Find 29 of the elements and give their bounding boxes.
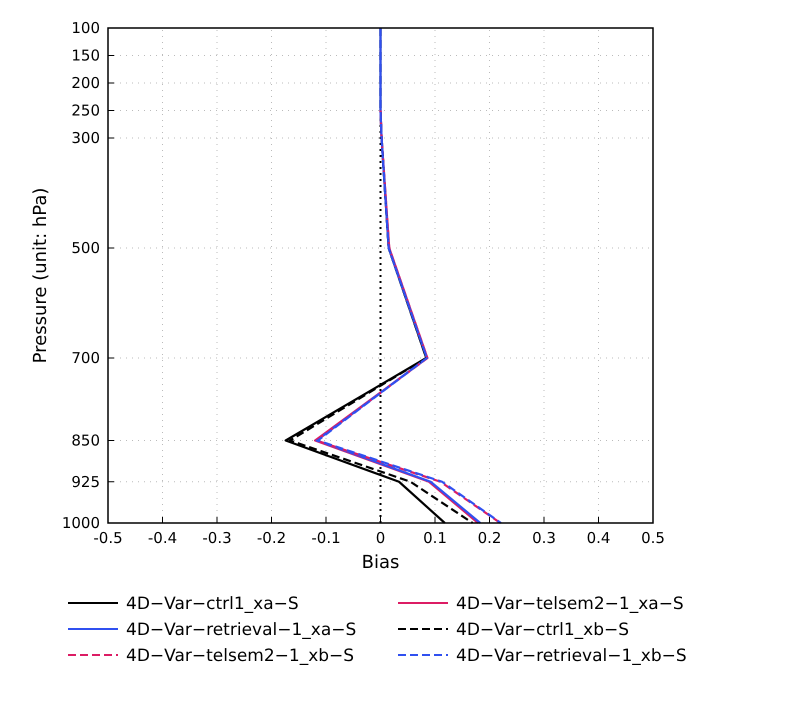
legend-label: 4D−Var−retrieval−1_xa−S: [126, 620, 356, 640]
x-tick-label: 0.5: [641, 529, 665, 547]
y-tick-label: 850: [71, 432, 100, 450]
y-tick-label: 925: [71, 472, 100, 491]
x-tick-label: -0.2: [256, 529, 286, 547]
y-tick-label: 250: [71, 102, 100, 120]
x-tick-label: 0: [376, 529, 386, 547]
y-tick-label: 200: [71, 74, 100, 92]
x-tick-label: -0.4: [148, 529, 178, 547]
y-axis-title: Pressure (unit: hPa): [30, 188, 51, 364]
x-tick-label: -0.3: [202, 529, 232, 547]
legend-label: 4D−Var−telsem2−1_xb−S: [126, 646, 354, 666]
legend-label: 4D−Var−ctrl1_xa−S: [126, 594, 299, 614]
x-tick-label: 0.3: [532, 529, 556, 547]
x-tick-label: -0.1: [311, 529, 341, 547]
x-axis-title: Bias: [362, 552, 400, 573]
y-tick-label: 700: [71, 349, 100, 367]
x-tick-label: 0.1: [423, 529, 447, 547]
y-tick-label: 150: [71, 46, 100, 64]
y-tick-label: 1000: [62, 514, 100, 532]
x-tick-label: 0.2: [478, 529, 502, 547]
legend-label: 4D−Var−retrieval−1_xb−S: [456, 646, 687, 666]
y-tick-label: 500: [71, 239, 100, 257]
y-tick-label: 100: [71, 19, 100, 37]
x-tick-label: 0.4: [586, 529, 610, 547]
y-tick-label: 300: [71, 129, 100, 147]
legend-label: 4D−Var−ctrl1_xb−S: [456, 620, 630, 640]
x-tick-label: -0.5: [93, 529, 123, 547]
legend-label: 4D−Var−telsem2−1_xa−S: [456, 594, 684, 614]
